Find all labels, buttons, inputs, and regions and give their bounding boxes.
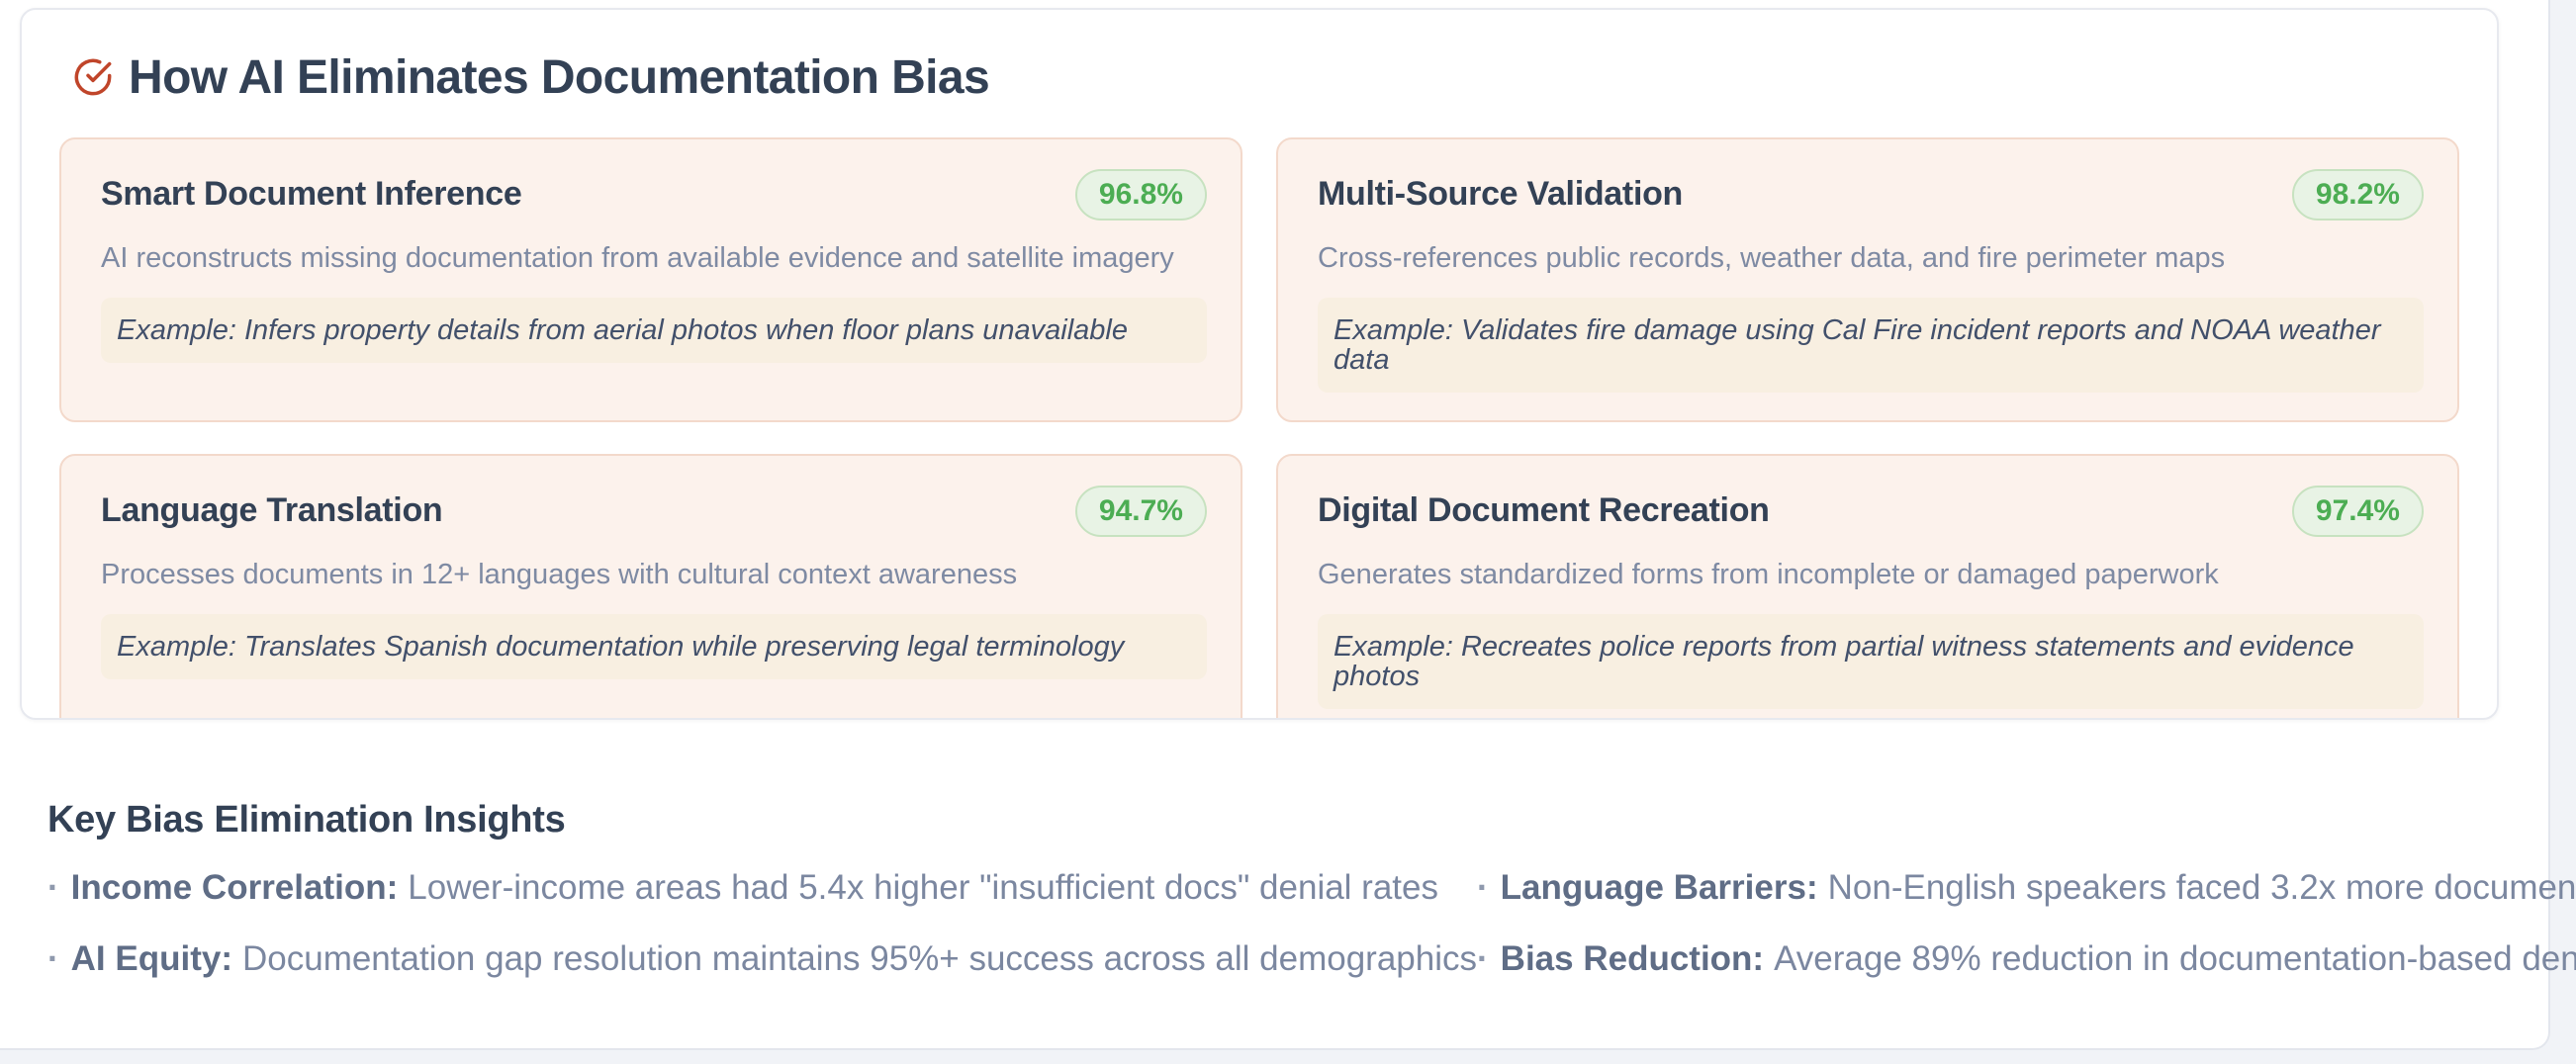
insight-label: Income Correlation: [70,868,399,907]
card-example: Example: Infers property details from ae… [101,298,1207,363]
card-digital-document-recreation: Digital Document Recreation 97.4% Genera… [1276,454,2459,718]
accuracy-badge: 96.8% [1074,169,1207,221]
insight-label: Language Barriers: [1500,868,1818,907]
card-smart-document-inference: Smart Document Inference 96.8% AI recons… [59,137,1242,422]
card-title: Language Translation [101,491,443,529]
insights-heading: Key Bias Elimination Insights [47,799,566,841]
card-language-translation: Language Translation 94.7% Processes doc… [59,454,1242,718]
documentation-bias-panel: How AI Eliminates Documentation Bias Sma… [20,8,2499,720]
bullet-icon: · [1477,939,1489,978]
insight-language-barriers: · Language Barriers: Non-English speaker… [1477,870,2576,906]
card-header: Digital Document Recreation 97.4% [1318,486,2424,537]
accuracy-badge: 97.4% [2291,486,2424,537]
check-circle-icon [74,58,112,96]
insights-grid: · Income Correlation: Lower-income areas… [47,870,2576,977]
insight-text: Documentation gap resolution maintains 9… [241,939,1478,978]
insight-income-correlation: · Income Correlation: Lower-income areas… [47,870,1477,906]
accuracy-badge: 98.2% [2291,169,2424,221]
card-title: Smart Document Inference [101,175,522,213]
key-insights-section: Key Bias Elimination Insights · Income C… [47,797,2576,977]
insight-text: Lower-income areas had 5.4x higher "insu… [408,868,1438,907]
card-title: Digital Document Recreation [1318,491,1770,529]
insight-ai-equity: · AI Equity: Documentation gap resolutio… [47,941,1477,977]
insight-label: AI Equity: [70,939,232,978]
panel-header: How AI Eliminates Documentation Bias [73,49,2459,105]
capability-cards-grid: Smart Document Inference 96.8% AI recons… [59,137,2459,718]
card-example: Example: Validates fire damage using Cal… [1318,298,2424,393]
page-title: How AI Eliminates Documentation Bias [129,50,990,104]
insight-text: Average 89% reduction in documentation-b… [1774,939,2576,978]
card-description: AI reconstructs missing documentation fr… [101,242,1174,274]
insight-label: Bias Reduction: [1500,939,1765,978]
card-header: Smart Document Inference 96.8% [101,169,1207,221]
card-description: Generates standardized forms from incomp… [1318,559,2219,590]
card-example: Example: Recreates police reports from p… [1318,614,2424,709]
bullet-icon: · [47,939,59,978]
card-example: Example: Translates Spanish documentatio… [101,614,1207,679]
accuracy-badge: 94.7% [1074,486,1207,537]
card-description: Processes documents in 12+ languages wit… [101,559,1018,590]
card-multi-source-validation: Multi-Source Validation 98.2% Cross-refe… [1276,137,2459,422]
insight-bias-reduction: · Bias Reduction: Average 89% reduction … [1477,941,2576,977]
card-description: Cross-references public records, weather… [1318,242,2226,274]
card-header: Multi-Source Validation 98.2% [1318,169,2424,221]
card-header: Language Translation 94.7% [101,486,1207,537]
bullet-icon: · [47,868,59,907]
card-title: Multi-Source Validation [1318,175,1684,213]
bullet-icon: · [1477,868,1489,907]
insight-text: Non-English speakers faced 3.2x more doc… [1827,868,2576,907]
